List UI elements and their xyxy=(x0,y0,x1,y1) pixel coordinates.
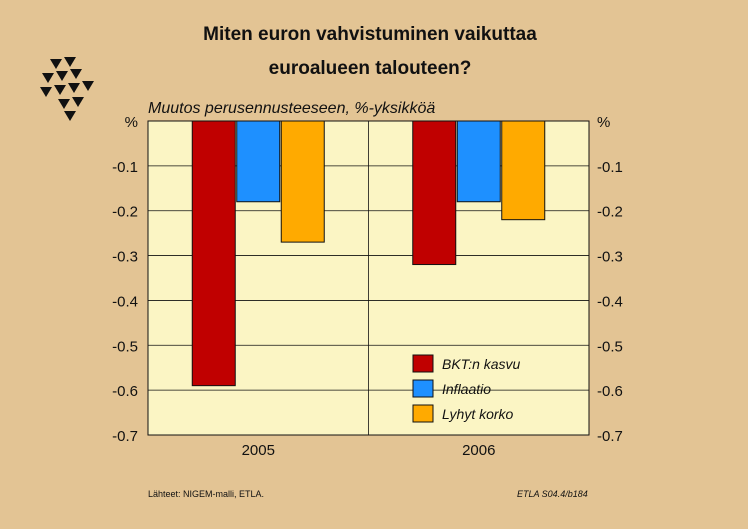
x-axis: 2005 2006 xyxy=(242,442,496,459)
legend-swatch xyxy=(412,404,434,423)
y-tick-label-left: -0.5 xyxy=(112,338,138,355)
y-tick-label-left: -0.3 xyxy=(112,249,138,266)
bar xyxy=(280,120,325,243)
y-tick-label-left: -0.7 xyxy=(112,428,138,445)
y-tick-label-right: -0.6 xyxy=(597,383,623,400)
bar xyxy=(456,120,501,203)
source-note: Lähteet: NIGEM-malli, ETLA. xyxy=(148,489,265,499)
chart-code: ETLA S04.4/b184 xyxy=(517,489,588,499)
chart-subtitle: Muutos perusennusteeseen, %-yksikköä xyxy=(148,100,436,117)
y-axis-left: % -0.1 -0.2 -0.3 -0.4 -0.5 -0.6 -0.7 xyxy=(112,114,138,445)
legend-label: BKT:n kasvu xyxy=(442,356,521,372)
y-tick-label-right: -0.7 xyxy=(597,428,623,445)
bar xyxy=(191,120,236,387)
bar xyxy=(412,120,457,266)
y-tick-label-right: -0.3 xyxy=(597,249,623,266)
y-tick-label-left: -0.2 xyxy=(112,204,138,221)
y-tick-label-right: -0.5 xyxy=(597,338,623,355)
legend-label: Lyhyt korko xyxy=(442,406,514,422)
y-tick-label-left: -0.4 xyxy=(112,293,138,310)
etla-logo xyxy=(40,57,94,121)
y-tick-label-left: % xyxy=(125,114,138,131)
y-tick-label-right: -0.1 xyxy=(597,159,623,176)
plot-border xyxy=(147,120,590,436)
chart-title-line-1: Miten euron vahvistuminen vaikuttaa xyxy=(203,24,537,45)
legend-swatch xyxy=(412,354,434,373)
bar xyxy=(236,120,281,203)
y-tick-label-right: % xyxy=(597,114,610,131)
bars xyxy=(191,120,546,387)
x-tick-label: 2005 xyxy=(242,442,275,459)
y-axis-right: % -0.1 -0.2 -0.3 -0.4 -0.5 -0.6 -0.7 xyxy=(597,114,623,445)
y-tick-label-left: -0.1 xyxy=(112,159,138,176)
y-tick-label-right: -0.4 xyxy=(597,293,623,310)
x-tick-label: 2006 xyxy=(462,442,495,459)
legend: BKT:n kasvu Inflaatio Lyhyt korko xyxy=(412,354,521,423)
y-tick-label-left: -0.6 xyxy=(112,383,138,400)
legend-swatch xyxy=(412,379,434,398)
legend-label: Inflaatio xyxy=(442,381,491,397)
bar xyxy=(501,120,546,221)
y-tick-label-right: -0.2 xyxy=(597,204,623,221)
chart-title-line-2: euroalueen talouteen? xyxy=(268,58,472,79)
